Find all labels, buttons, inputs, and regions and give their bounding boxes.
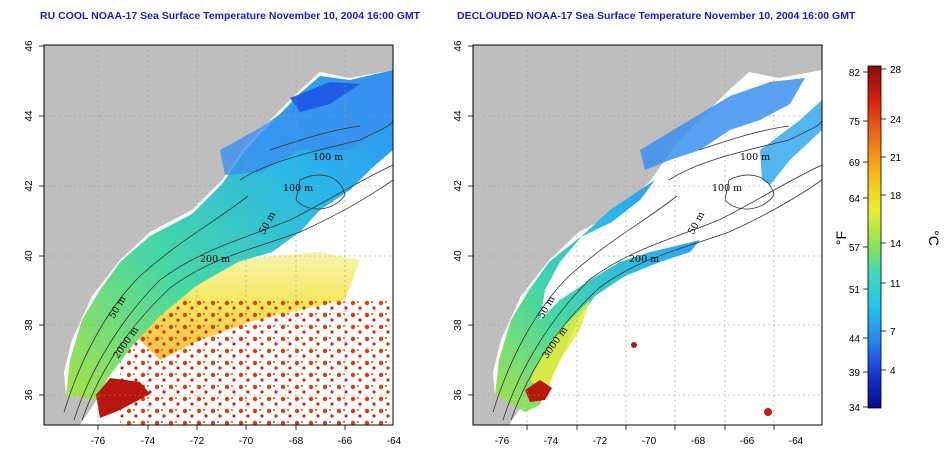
coastal-warm-band (530, 300, 590, 395)
lat-ticks-right (468, 45, 473, 396)
bathymetry-contours-right (492, 119, 822, 421)
lat-tick-label: 42 (24, 180, 35, 192)
lon-tick-label: -70 (239, 436, 254, 447)
lat-tick-label: 38 (453, 319, 464, 331)
lon-tick-label: -64 (789, 436, 804, 447)
right-panel-title: DECLOUDED NOAA-17 Sea Surface Temperatur… (457, 10, 856, 22)
fahrenheit-tick-label: 57 (849, 243, 861, 254)
lat-tick-label: 36 (24, 389, 35, 401)
lon-labels-right: -76 -74 -72 -70 -68 -66 -64 (495, 436, 804, 447)
fahrenheit-tick-label: 64 (849, 194, 861, 205)
isolated-warm-pixel (764, 408, 772, 416)
lon-tick-label: -68 (289, 436, 304, 447)
lat-labels-right: 46 44 42 40 38 36 (453, 40, 464, 401)
celsius-tick-label: 14 (890, 239, 902, 250)
hatteras-hot (96, 378, 150, 418)
fahrenheit-tick-label: 82 (849, 68, 861, 79)
fahrenheit-unit-label: °F (833, 231, 849, 245)
lat-ticks-left (39, 45, 44, 396)
warm-eddy-speckle (120, 300, 393, 425)
contour-label: 200 m (629, 254, 659, 265)
bathymetry-contours-left (63, 119, 393, 421)
lon-tick-label: -66 (740, 436, 755, 447)
lon-labels-left: -76 -74 -72 -70 -68 -66 -64 (91, 436, 402, 447)
left-panel-title: RU COOL NOAA-17 Sea Surface Temperature … (40, 10, 421, 22)
celsius-tick-label: 21 (890, 153, 902, 164)
lon-tick-label: -76 (495, 436, 510, 447)
celsius-tick-label: 7 (890, 327, 896, 338)
colorbar-gradient (867, 65, 882, 409)
lat-tick-label: 36 (453, 389, 464, 401)
bay-of-fundy-cold (290, 82, 360, 112)
fahrenheit-tick-label: 51 (849, 285, 861, 296)
fahrenheit-tick-labels: 82 75 69 64 57 51 44 39 34 (849, 68, 861, 414)
land-mass (44, 45, 393, 425)
map-frame-left (43, 44, 394, 426)
lon-tick-label: -66 (338, 436, 353, 447)
hatteras-hot (525, 380, 552, 402)
celsius-tick-label: 24 (890, 115, 902, 126)
contour-label: 100 m (712, 183, 742, 194)
grid-left (44, 45, 393, 425)
lat-labels-left: 46 44 42 40 38 36 (24, 40, 35, 401)
celsius-tick-label: 28 (890, 65, 902, 76)
fahrenheit-tick-label: 39 (849, 368, 861, 379)
colorbar: 82 75 69 64 57 51 44 39 34 28 24 21 18 1… (833, 65, 942, 414)
lon-tick-label: -70 (642, 436, 657, 447)
lat-tick-label: 40 (453, 250, 464, 262)
grid-right (473, 45, 822, 425)
contour-label: 200 m (200, 254, 230, 265)
lon-ticks-right (526, 425, 775, 430)
fahrenheit-tick-label: 34 (849, 403, 861, 414)
lat-tick-label: 46 (453, 40, 464, 52)
isolated-warm-pixel (631, 342, 637, 348)
land-mass (473, 45, 822, 425)
lon-ticks-left (97, 425, 346, 430)
lon-tick-label: -68 (691, 436, 706, 447)
celsius-unit-label: °C (926, 230, 942, 246)
contour-label: 100 m (283, 183, 313, 194)
colorbar-ticks (863, 68, 886, 408)
lat-tick-label: 42 (453, 180, 464, 192)
contour-label: 100 m (740, 152, 770, 163)
gulf-of-maine-cold (220, 76, 390, 175)
map-panel-left (44, 45, 393, 425)
lon-tick-label: -74 (544, 436, 559, 447)
fahrenheit-tick-label: 75 (849, 117, 861, 128)
lon-tick-label: -64 (387, 436, 402, 447)
contour-label: 100 m (313, 152, 343, 163)
celsius-tick-labels: 28 24 21 18 14 11 7 4 (890, 65, 902, 377)
lat-tick-label: 44 (24, 110, 35, 122)
lon-tick-label: -74 (141, 436, 156, 447)
celsius-tick-label: 4 (890, 366, 896, 377)
lon-tick-label: -76 (91, 436, 106, 447)
lat-tick-label: 40 (24, 250, 35, 262)
lat-tick-label: 46 (24, 40, 35, 52)
map-frame-right (472, 44, 823, 426)
celsius-tick-label: 18 (890, 191, 902, 202)
lat-tick-label: 44 (453, 110, 464, 122)
celsius-tick-label: 11 (890, 279, 901, 290)
fahrenheit-tick-label: 69 (849, 158, 861, 169)
fahrenheit-tick-label: 44 (849, 334, 861, 345)
lon-tick-label: -72 (190, 436, 205, 447)
lat-tick-label: 38 (24, 319, 35, 331)
map-panel-right (473, 45, 822, 425)
lon-tick-label: -72 (593, 436, 608, 447)
gulf-of-maine-cold (640, 78, 805, 170)
scotian-shelf-cool (760, 100, 822, 185)
